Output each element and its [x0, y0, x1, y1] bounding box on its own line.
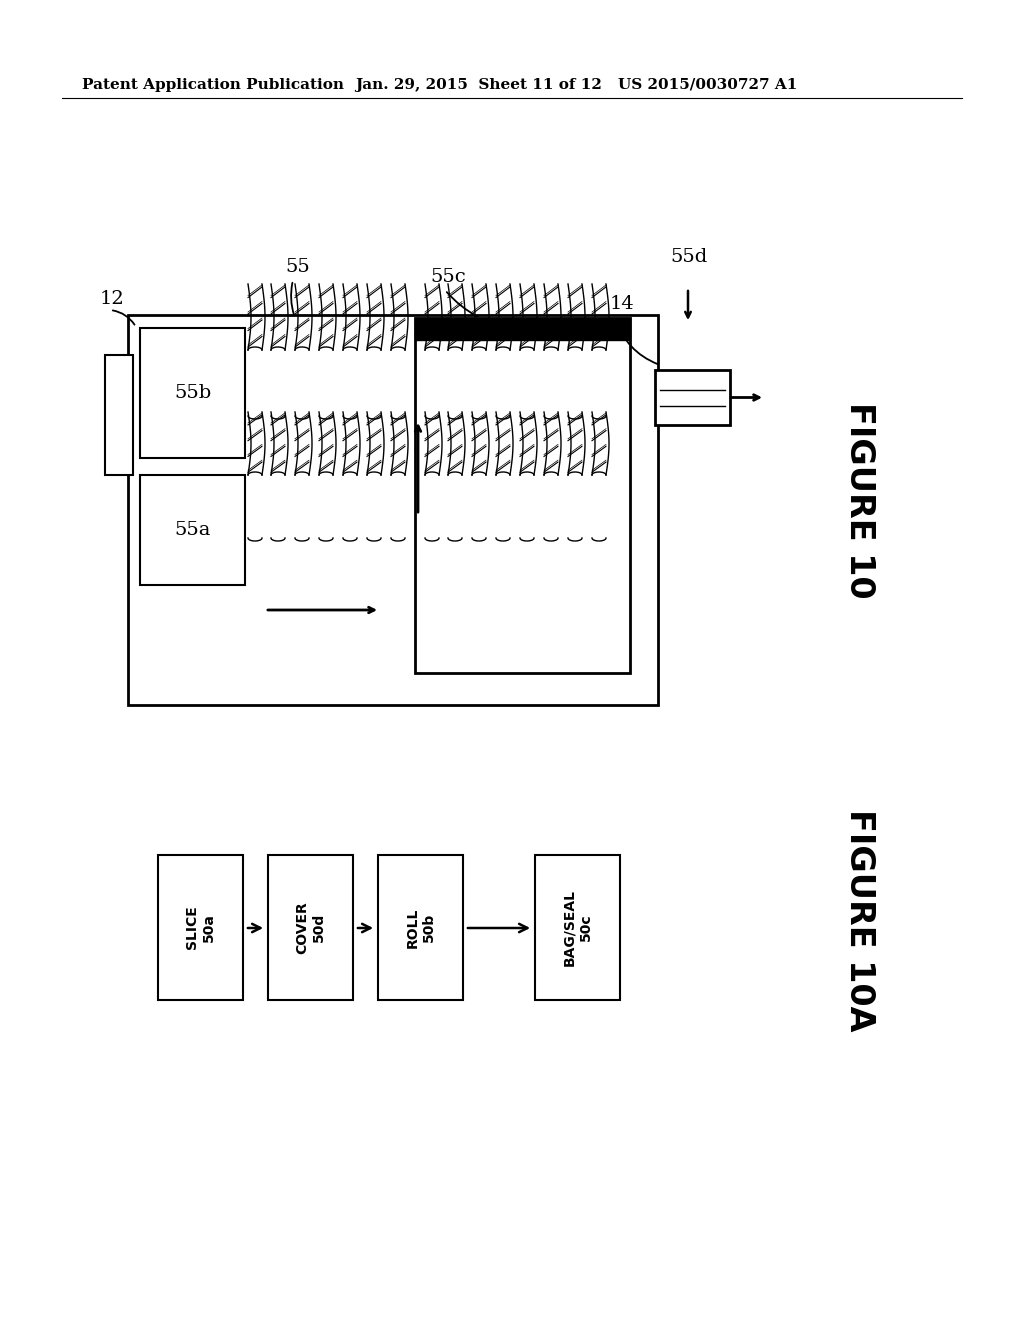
Bar [655, 370, 730, 425]
Bar [535, 855, 620, 1001]
Text: US 2015/0030727 A1: US 2015/0030727 A1 [618, 78, 798, 92]
Bar [415, 318, 630, 341]
Text: ROLL
50b: ROLL 50b [406, 907, 435, 948]
Text: 12: 12 [100, 290, 125, 308]
Text: BAG/SEAL
50c: BAG/SEAL 50c [562, 888, 593, 966]
Bar [105, 355, 133, 475]
Text: 55: 55 [285, 257, 309, 276]
Bar [158, 855, 243, 1001]
Text: SLICE
50a: SLICE 50a [185, 906, 216, 949]
Bar [140, 475, 245, 585]
Text: 14: 14 [610, 294, 635, 313]
Text: FIGURE 10A: FIGURE 10A [844, 809, 877, 1031]
Bar [268, 855, 353, 1001]
Text: Jan. 29, 2015  Sheet 11 of 12: Jan. 29, 2015 Sheet 11 of 12 [355, 78, 602, 92]
Text: 55a: 55a [174, 521, 211, 539]
Text: 55d: 55d [670, 248, 708, 267]
Bar [128, 315, 658, 705]
Text: Patent Application Publication: Patent Application Publication [82, 78, 344, 92]
Bar [415, 318, 630, 673]
Text: FIGURE 10: FIGURE 10 [844, 401, 877, 598]
Bar [378, 855, 463, 1001]
Text: 55c: 55c [430, 268, 466, 286]
Text: COVER
50d: COVER 50d [295, 902, 326, 954]
Bar [140, 327, 245, 458]
Text: 55b: 55b [174, 384, 211, 403]
